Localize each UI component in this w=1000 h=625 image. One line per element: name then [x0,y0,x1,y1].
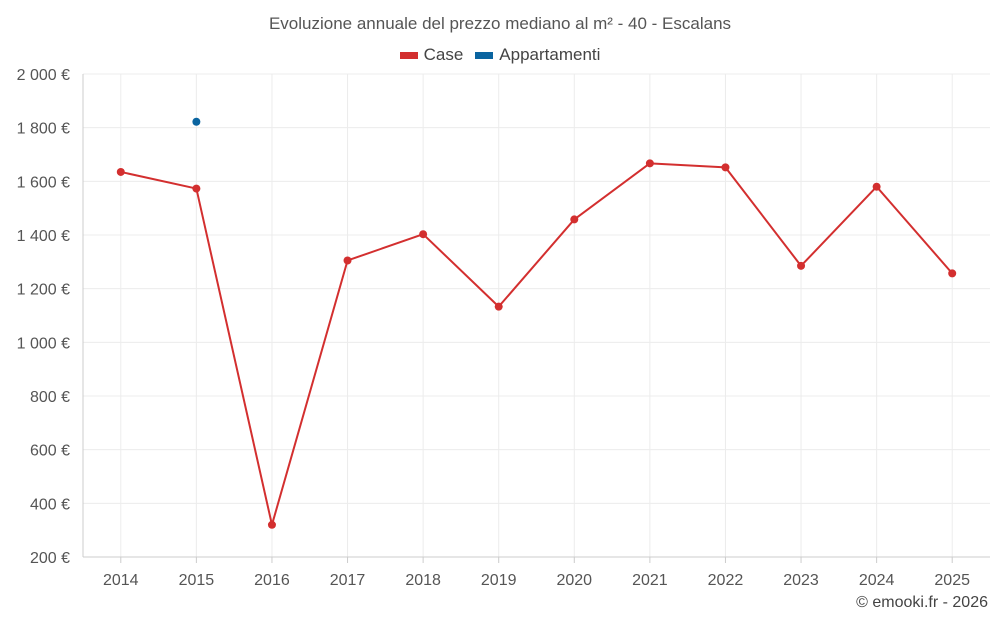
data-point-case [948,269,957,278]
x-tick-label: 2024 [859,572,895,589]
y-tick-label: 800 € [30,389,70,406]
credit-text: © emooki.fr - 2026 [856,594,988,611]
x-tick-label: 2020 [556,572,592,589]
legend-label-case: Case [423,45,464,64]
y-tick-label: 1 400 € [17,228,70,245]
y-tick-label: 1 000 € [17,335,70,352]
data-point-case [267,520,276,529]
data-point-appartamenti [192,117,201,126]
legend-item-case[interactable]: Case [399,45,464,65]
data-point-case [797,261,806,270]
y-tick-label: 400 € [30,496,70,513]
y-tick-label: 2 000 € [17,67,70,84]
legend-swatch-appartamenti [475,51,494,59]
x-tick-label: 2016 [254,572,290,589]
data-point-case [645,159,654,168]
series-line-case [120,162,953,526]
x-tick-label: 2022 [708,572,744,589]
y-tick-label: 1 200 € [17,282,70,299]
y-tick-label: 1 800 € [17,121,70,138]
x-tick-label: 2017 [330,572,366,589]
data-point-case [872,182,881,191]
legend-swatch-case [399,51,418,59]
x-tick-label: 2015 [179,572,215,589]
y-tick-label: 1 600 € [17,174,70,191]
data-point-case [494,302,503,311]
data-point-case [570,215,579,224]
x-tick-label: 2021 [632,572,668,589]
data-point-case [192,184,201,193]
data-point-case [116,167,125,176]
legend-label-appartamenti: Appartamenti [499,45,601,64]
data-point-case [343,256,352,265]
x-tick-label: 2018 [405,572,441,589]
x-tick-label: 2014 [103,572,139,589]
y-tick-label: 200 € [30,550,70,567]
x-tick-label: 2023 [783,572,819,589]
x-tick-label: 2019 [481,572,517,589]
data-point-case [721,163,730,172]
chart-title: Evoluzione annuale del prezzo mediano al… [268,14,732,33]
x-tick-label: 2025 [934,572,970,589]
y-tick-label: 600 € [30,443,70,460]
legend-item-appartamenti[interactable]: Appartamenti [475,45,600,65]
data-point-case [419,230,428,239]
chart-legend: Case Appartamenti [0,45,1000,65]
